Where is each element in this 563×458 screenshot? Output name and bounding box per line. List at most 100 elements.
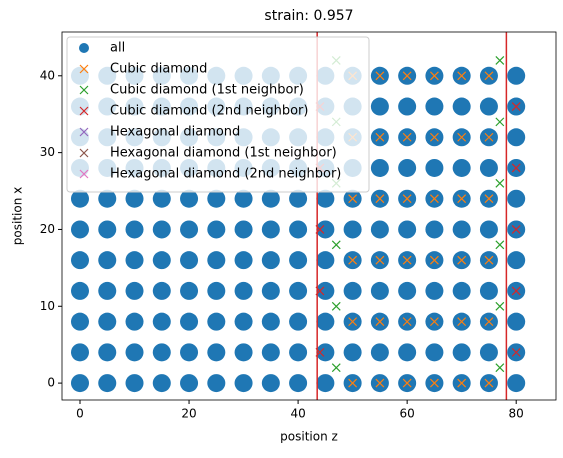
- y-tick-label: 20: [40, 222, 55, 236]
- x-marker: [457, 317, 467, 327]
- point: [207, 374, 226, 393]
- point: [316, 343, 335, 362]
- x-marker: [511, 286, 521, 296]
- point: [180, 189, 199, 208]
- point: [316, 312, 335, 331]
- point: [425, 158, 444, 177]
- point: [207, 312, 226, 331]
- point: [125, 374, 144, 393]
- legend-box: [66, 36, 370, 193]
- x-marker: [457, 132, 467, 142]
- x-marker: [429, 378, 439, 388]
- x-marker: [429, 255, 439, 265]
- x-marker: [484, 194, 494, 204]
- point: [398, 220, 417, 239]
- x-marker: [375, 194, 385, 204]
- point: [125, 251, 144, 270]
- point: [316, 281, 335, 300]
- point: [207, 251, 226, 270]
- point: [152, 189, 171, 208]
- x-marker: [495, 301, 505, 311]
- legend-label: Cubic diamond (2nd neighbor): [110, 104, 308, 119]
- point: [70, 343, 89, 362]
- x-tick-label: 20: [181, 407, 196, 421]
- point: [234, 189, 253, 208]
- point: [70, 220, 89, 239]
- point: [261, 312, 280, 331]
- x-marker: [375, 132, 385, 142]
- point: [207, 189, 226, 208]
- x-marker: [375, 317, 385, 327]
- x-marker: [457, 194, 467, 204]
- point: [398, 281, 417, 300]
- x-marker: [375, 255, 385, 265]
- legend: all Cubic diamond Cubic diamond (1st neigh…: [66, 36, 370, 193]
- x-marker: [402, 255, 412, 265]
- point: [125, 189, 144, 208]
- point: [507, 66, 526, 85]
- x-marker: [331, 301, 341, 311]
- legend-label: Hexagonal diamond (1st neighbor): [110, 146, 337, 161]
- point: [289, 374, 308, 393]
- point: [370, 97, 389, 116]
- point: [261, 374, 280, 393]
- x-marker: [511, 347, 521, 357]
- point: [370, 343, 389, 362]
- x-marker: [511, 225, 521, 234]
- point: [180, 312, 199, 331]
- point: [234, 374, 253, 393]
- point: [507, 189, 526, 208]
- x-marker: [348, 378, 358, 388]
- x-marker: [484, 255, 494, 265]
- x-marker: [348, 255, 358, 265]
- point: [152, 312, 171, 331]
- y-tick-label: 40: [40, 68, 55, 82]
- point: [425, 343, 444, 362]
- point: [452, 158, 471, 177]
- x-marker: [484, 317, 494, 327]
- point: [289, 281, 308, 300]
- point: [261, 189, 280, 208]
- point: [98, 343, 117, 362]
- point: [507, 312, 526, 331]
- point: [98, 374, 117, 393]
- point: [152, 343, 171, 362]
- point: [152, 251, 171, 270]
- point: [289, 312, 308, 331]
- point: [507, 251, 526, 270]
- point: [479, 281, 498, 300]
- x-marker: [79, 64, 89, 74]
- point: [507, 374, 526, 393]
- point: [98, 220, 117, 239]
- x-marker: [375, 378, 385, 388]
- point: [479, 158, 498, 177]
- y-tick-label: 30: [40, 145, 55, 159]
- point: [289, 189, 308, 208]
- x-marker: [331, 240, 341, 250]
- x-marker: [348, 317, 358, 327]
- x-marker: [495, 178, 505, 188]
- point: [370, 158, 389, 177]
- x-marker: [79, 85, 89, 95]
- point: [452, 343, 471, 362]
- point: [398, 343, 417, 362]
- x-marker: [402, 194, 412, 204]
- legend-marker: [79, 43, 89, 53]
- x-marker: [429, 317, 439, 327]
- y-axis-label: position x: [11, 187, 25, 245]
- point: [316, 374, 335, 393]
- point: [452, 220, 471, 239]
- point: [261, 281, 280, 300]
- point: [234, 281, 253, 300]
- point: [370, 220, 389, 239]
- x-marker: [402, 378, 412, 388]
- x-marker: [495, 240, 505, 250]
- x-tick-label: 60: [400, 407, 415, 421]
- x-marker: [484, 132, 494, 142]
- plot-area: [70, 56, 526, 393]
- legend-label: Hexagonal diamond (2nd neighbor): [110, 167, 341, 182]
- point: [343, 220, 362, 239]
- point: [261, 251, 280, 270]
- point: [507, 128, 526, 147]
